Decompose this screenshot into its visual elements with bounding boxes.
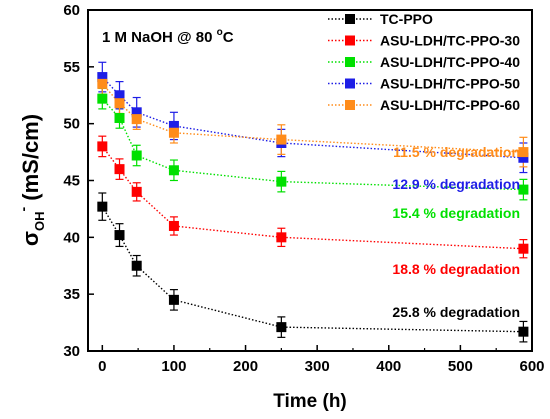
data-point [131,186,142,197]
legend-label: ASU-LDH/TC-PPO-40 [380,54,520,70]
data-point [276,232,287,243]
x-tick-label: 0 [98,358,106,375]
legend-label: ASU-LDH/TC-PPO-50 [380,76,520,92]
degradation-label-3: 15.4 % degradation [392,205,520,221]
data-point [114,98,125,109]
series-line-2 [101,145,524,250]
x-tick-label: 200 [233,358,258,375]
legend-marker [345,35,355,46]
legend-item-4: ASU-LDH/TC-PPO-50 [328,76,520,92]
data-point [518,184,529,195]
y-tick-label: 30 [63,343,80,360]
degradation-label-2: 18.8 % degradation [392,261,520,277]
data-point [131,107,142,118]
data-point [276,134,287,145]
series-line-5 [101,83,524,153]
legend-item-5: ASU-LDH/TC-PPO-60 [328,97,520,113]
data-point [276,176,287,187]
data-point [97,93,108,104]
data-points [97,72,529,337]
y-tick-label: 45 [63,173,80,190]
legend-item-3: ASU-LDH/TC-PPO-40 [328,54,520,70]
legend-label: ASU-LDH/TC-PPO-30 [380,33,520,49]
data-point [97,78,108,89]
data-point [97,72,108,83]
condition-label: 1 M NaOH @ 80 oC [102,27,234,46]
legend-item-2: ASU-LDH/TC-PPO-30 [328,33,520,49]
data-point [518,243,529,254]
data-point [518,326,529,337]
data-point [131,114,142,125]
data-point [518,152,529,163]
data-point [97,141,108,152]
x-tick-label: 600 [519,358,544,375]
x-tick-label: 100 [161,358,186,375]
degradation-label-4: 12.9 % degradation [392,176,520,192]
y-tick-label: 40 [63,229,80,246]
legend: TC-PPO ASU-LDH/TC-PPO-30 ASU-LDH/TC-PPO-40… [328,11,520,113]
legend-label: ASU-LDH/TC-PPO-60 [380,97,520,113]
data-point [518,147,529,158]
legend-marker [345,78,355,89]
series-line-1 [101,206,524,333]
data-point [276,322,287,333]
y-tick-label: 50 [63,116,80,133]
data-point [131,260,142,271]
x-tick-label: 400 [376,358,401,375]
x-tick-label: 300 [305,358,330,375]
degradation-label-1: 25.8 % degradation [392,304,520,320]
x-tick-label: 500 [448,358,473,375]
data-point [114,90,125,101]
data-point [97,201,108,212]
legend-marker [345,14,355,24]
legend-marker [345,100,355,110]
x-axis-label: Time (h) [273,391,347,412]
data-point [114,112,125,123]
data-point [168,220,179,231]
y-ticks: 30 35 40 45 50 55 60 [63,2,94,360]
x-ticks: 0 100 200 300 400 500 600 [98,345,545,375]
data-point [114,164,125,175]
legend-marker [345,57,355,67]
data-point [168,120,179,131]
degradation-label-5: 11.5 % degradation [393,144,520,160]
legend-label: TC-PPO [380,11,433,27]
data-point [131,150,142,161]
data-point [114,230,125,241]
data-point [168,165,179,176]
y-axis-label: σOH- (mS/cm) [15,114,47,246]
data-point [168,294,179,305]
series-line-4 [101,76,524,159]
y-tick-label: 35 [63,286,80,303]
legend-item-1: TC-PPO [328,11,433,27]
y-tick-label: 60 [63,2,80,19]
degradation-annotations: 25.8 % degradation 18.8 % degradation 15.4… [392,144,520,320]
y-tick-label: 55 [63,59,80,76]
data-point [168,127,179,138]
